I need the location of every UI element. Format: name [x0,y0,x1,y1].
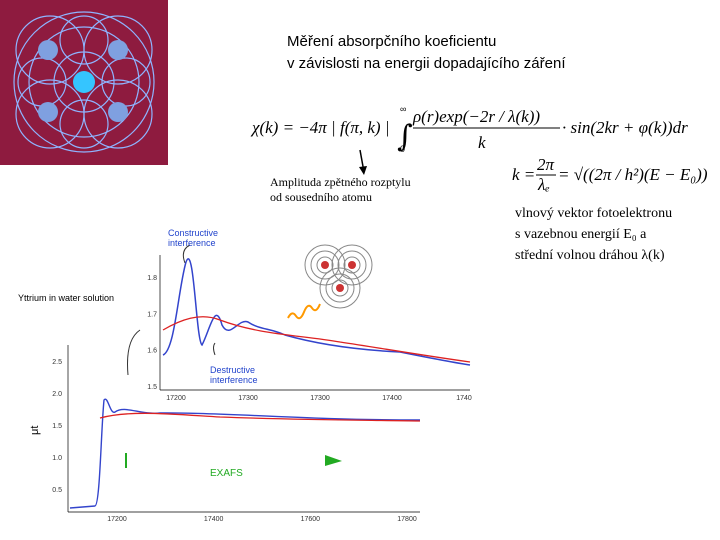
formula-text: χ(k) = −4π | f(π, k) | [250,118,390,137]
x-tick-label: 17200 [107,516,127,523]
x-tick-label: 17600 [301,516,321,523]
y-tick-label: 1.7 [147,311,157,318]
integral: ∫ [397,119,413,154]
x-tick-label: 17200 [166,395,186,402]
curve [162,316,471,363]
x-tick-label: 17300 [238,395,258,402]
x-tick-label: 17300 [310,395,330,402]
arrow [182,244,191,264]
description: s vazebnou energií E₀ a [515,227,647,242]
plot-label: Destructive [210,365,255,375]
formula-text: k = [512,165,535,184]
title: v závislosti na energii dopadajícího zář… [287,55,566,72]
arrow [127,329,141,376]
formula-chi: χ(k) = −4π | f(π, k) | ∫ ∞ 0 ρ(r)exp(−2r… [250,104,688,154]
curve [99,412,421,422]
x-tick-label: 17400 [204,516,224,523]
annotation: od sousedního atomu [270,190,372,204]
main-plot [67,329,421,513]
description: střední volnou dráhou λ(k) [515,248,665,263]
formula-text: k [478,133,486,152]
title: Měření absorpčního koeficientu [287,33,496,50]
plot-label: EXAFS [210,468,243,479]
formula-text: · sin(2kr + φ(k))dr [562,118,688,137]
formula-text: 2π [537,155,555,174]
y-tick-label: 2.5 [52,359,62,366]
x-tick-label: 17800 [397,516,417,523]
x-tick-label: 1740 [456,395,472,402]
arrow-head [359,166,367,175]
y-tick-label: 1.5 [52,423,62,430]
arrow [213,342,216,356]
curve [69,398,421,509]
axis-label: μt [29,426,41,435]
plot-label: Constructive [168,228,218,238]
formula-text: ρ(r)exp(−2r / λ(k)) [412,107,540,126]
y-tick-label: 1.8 [147,275,157,282]
annotation: Amplituda zpětného rozptylu [270,175,411,189]
curve [162,258,471,366]
description: vlnový vektor fotoelektronu [515,206,672,221]
plot-label: interference [168,238,216,248]
inset-plot [159,244,471,391]
lattice-image [0,0,168,165]
x-tick-label: 17400 [382,395,402,402]
y-tick-label: 1.6 [147,348,157,355]
formula-k: k = 2π λₑ = √((2π / h²)(E − E₀)) [512,155,708,194]
y-tick-label: 0.5 [52,487,62,494]
plot-label: interference [210,375,258,385]
formula-text: = √((2π / h²)(E − E₀)) [558,165,708,184]
formula-text: λₑ [537,175,550,194]
formula-text: ∞ [400,104,406,114]
formula-text: 0 [400,144,405,154]
atoms-image [287,244,373,320]
y-tick-label: 1.5 [147,384,157,391]
plot-title: Yttrium in water solution [18,293,114,303]
y-tick-label: 1.0 [52,455,62,462]
marker [325,455,342,466]
y-tick-label: 2.0 [52,391,62,398]
